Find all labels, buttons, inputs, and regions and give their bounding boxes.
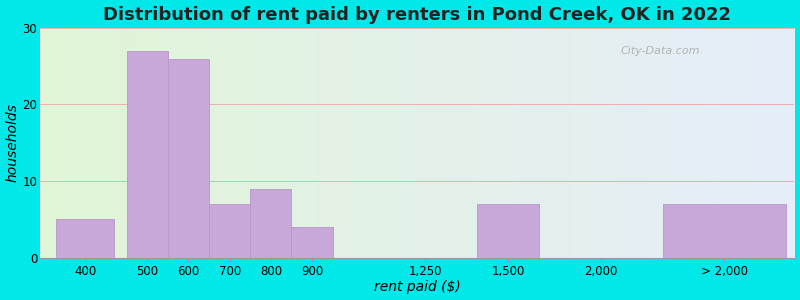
Bar [168, 58, 209, 258]
Bar [209, 204, 250, 258]
Bar [126, 51, 168, 258]
Y-axis label: households: households [6, 103, 19, 182]
Bar [57, 219, 114, 258]
Bar [291, 227, 333, 258]
Text: City-Data.com: City-Data.com [621, 46, 701, 56]
Title: Distribution of rent paid by renters in Pond Creek, OK in 2022: Distribution of rent paid by renters in … [103, 6, 731, 24]
Bar [477, 204, 539, 258]
Bar [662, 204, 786, 258]
X-axis label: rent paid ($): rent paid ($) [374, 280, 461, 294]
Bar [250, 189, 291, 258]
